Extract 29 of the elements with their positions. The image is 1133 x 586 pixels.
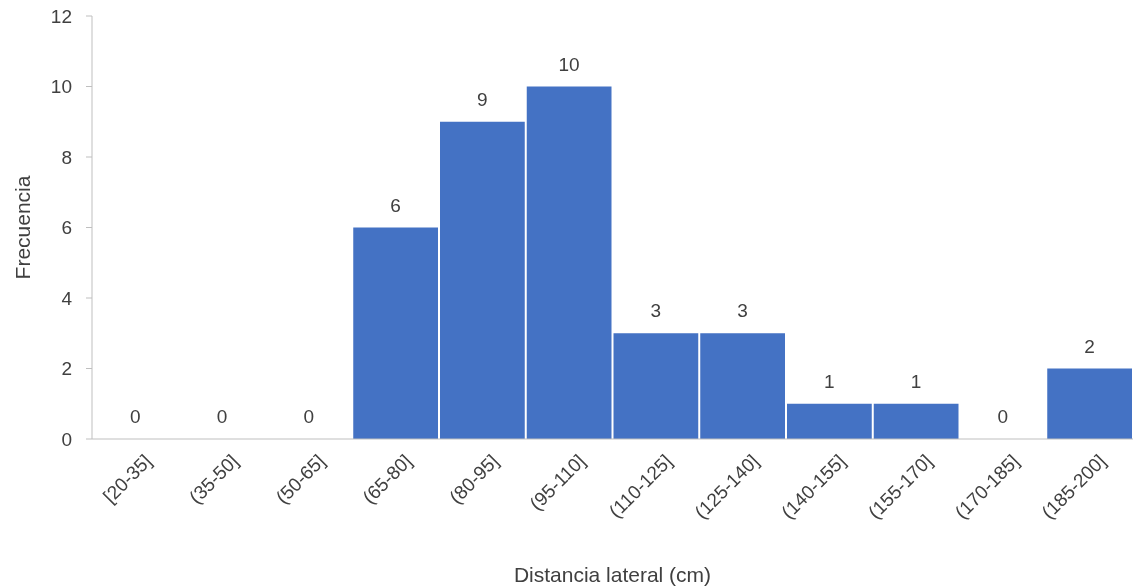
y-axis-title: Frecuencia [11,175,34,280]
data-label: 1 [824,370,835,392]
bar [613,333,699,439]
y-tick-label: 0 [61,428,72,450]
x-axis-title: Distancia lateral (cm) [513,563,712,586]
data-label: 1 [910,370,922,392]
data-label: 3 [737,300,748,322]
y-tick-label: 12 [50,5,72,27]
bar [440,121,525,439]
data-label: 9 [477,88,488,110]
data-label: 2 [1084,335,1095,357]
data-label: 10 [558,53,580,75]
data-label: 0 [216,406,228,427]
bar [873,403,959,439]
y-tick-label: 2 [61,358,72,380]
data-label: 6 [390,194,401,216]
data-label: 0 [997,406,1009,427]
data-label: 0 [130,406,141,427]
bar [526,86,612,439]
y-tick-label: 4 [61,287,73,309]
y-tick-label: 6 [61,217,72,239]
y-tick-label: 8 [61,146,72,168]
data-label: 0 [303,406,315,427]
bar [787,403,872,439]
bar [353,227,438,439]
bar [1047,368,1132,439]
y-tick-label: 10 [50,76,72,98]
data-label: 3 [650,300,662,322]
bar [700,333,785,439]
